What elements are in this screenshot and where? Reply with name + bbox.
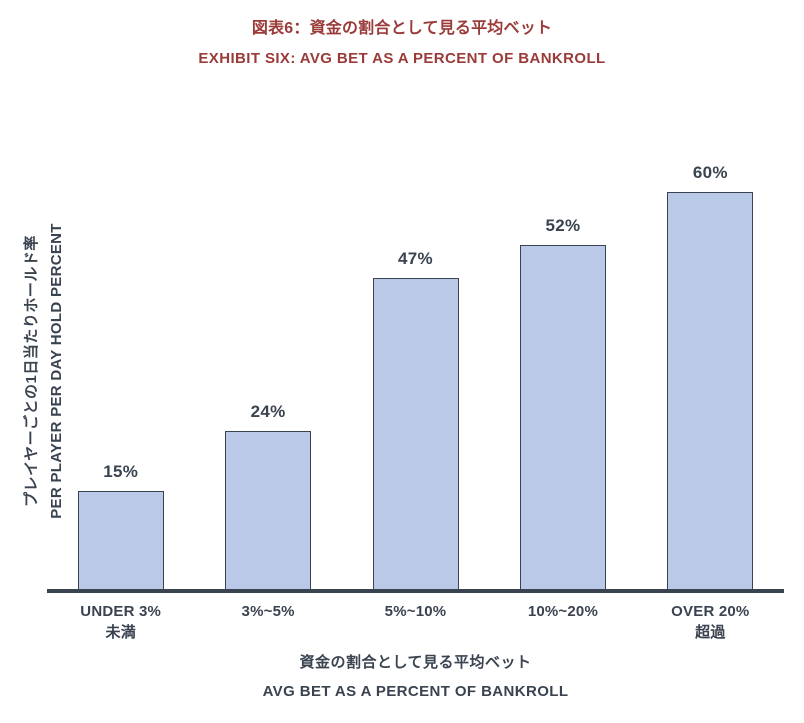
bar-value-label: 52% [545, 216, 581, 235]
figure-title-ja: 図表6：資金の割合として見る平均ベット [251, 20, 553, 37]
bar-value-label: 47% [398, 249, 433, 268]
bar [225, 431, 312, 591]
category-label-line2: 超過 [695, 624, 726, 641]
bar-value-label: 60% [692, 163, 728, 182]
bar [519, 245, 606, 591]
bar-group: 60% [637, 151, 784, 591]
bar-group: 15% [47, 151, 194, 591]
bar-group: 47% [342, 151, 489, 591]
x-axis-category-labels: UNDER 3% 未満 3%~5% 5%~10% 10%~20% OVER 20% 超過 [47, 601, 784, 643]
category-label-line2: 未満 [105, 624, 136, 641]
category-label-line1: UNDER 3% [80, 603, 162, 620]
x-axis-title-ja: 資金の割合として見る平均ベット [299, 654, 532, 671]
bar-value-label: 24% [250, 402, 286, 421]
bar-group: 24% [194, 151, 341, 591]
x-axis-title: 資金の割合として見る平均ベット AVG BET AS A PERCENT OF … [47, 651, 784, 700]
category-label-line1: 10%~20% [527, 603, 599, 620]
bar [77, 491, 164, 591]
category-label: UNDER 3% 未満 [47, 601, 194, 643]
category-label-line1: 5%~10% [384, 603, 447, 620]
figure-title-en: EXHIBIT SIX: AVG BET AS A PERCENT OF BAN… [198, 50, 606, 67]
x-axis-line [47, 589, 784, 593]
x-axis-title-en: AVG BET AS A PERCENT OF BANKROLL [262, 683, 569, 700]
category-label: 5%~10% [342, 601, 489, 643]
bar [667, 192, 754, 591]
category-label-line1: 3%~5% [241, 603, 295, 620]
plot-area: 15% 24% 47% 52% 60% [47, 151, 784, 591]
bar-value-label: 15% [103, 462, 139, 481]
category-label: 10%~20% [489, 601, 636, 643]
category-label-line1: OVER 20% [671, 603, 750, 620]
category-label: 3%~5% [194, 601, 341, 643]
y-axis-title-ja: プレイヤーごとの1日当たりホールド率 [23, 235, 40, 507]
bar-group: 52% [489, 151, 636, 591]
bar [372, 278, 459, 591]
category-label: OVER 20% 超過 [637, 601, 784, 643]
figure-header: 図表6：資金の割合として見る平均ベット EXHIBIT SIX: AVG BET… [0, 14, 804, 67]
